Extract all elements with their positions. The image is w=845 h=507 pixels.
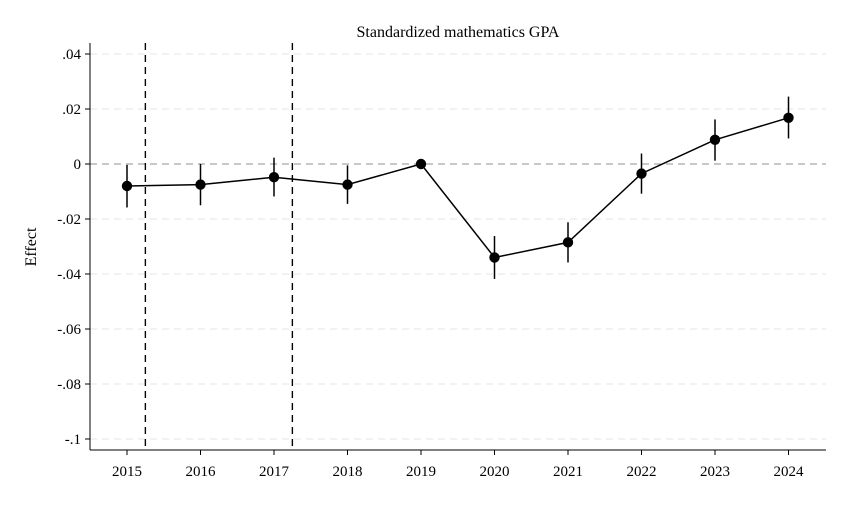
data-point (636, 168, 647, 179)
data-point (415, 158, 427, 170)
y-tick-label: 0 (74, 157, 82, 173)
chart-title: Standardized mathematics GPA (357, 24, 560, 41)
data-point (562, 237, 574, 248)
y-tick-label: -.06 (57, 322, 81, 338)
series-line (126, 117, 789, 259)
data-point (709, 134, 721, 145)
data-point (195, 179, 206, 190)
x-tick-label: 2015 (112, 464, 142, 480)
x-tick-label: 2020 (480, 464, 510, 480)
y-tick-label: .04 (62, 47, 81, 63)
x-tick-label: 2021 (553, 464, 583, 480)
data-points (121, 112, 794, 263)
x-axis-ticks: 2015 2016 2017 2018 2019 2020 2021 2022 2023 2024 (112, 450, 804, 480)
x-tick-label: 2022 (627, 464, 657, 480)
vertical-dashed-lines (144, 43, 294, 450)
x-tick-label: 2018 (333, 464, 363, 480)
y-tick-label: .02 (62, 102, 81, 118)
x-tick-label: 2017 (259, 464, 290, 480)
gridlines (90, 53, 826, 440)
y-axis-label: Effect (23, 227, 40, 266)
series-line-path (126, 117, 789, 259)
x-tick-label: 2024 (774, 464, 805, 480)
data-point (121, 180, 133, 192)
data-point (268, 172, 280, 183)
y-tick-label: -.04 (57, 267, 81, 283)
y-tick-label: -.02 (57, 212, 81, 228)
y-tick-label: -.1 (65, 432, 81, 448)
data-point (783, 112, 794, 124)
x-tick-label: 2019 (406, 464, 436, 480)
x-tick-label: 2016 (186, 464, 217, 480)
y-tick-label: -.08 (57, 377, 81, 393)
data-point (342, 179, 353, 190)
confidence-intervals (126, 96, 790, 279)
y-axis-ticks: .04 .02 0 -.02 -.04 -.06 -.08 -.1 (57, 47, 90, 448)
x-tick-label: 2023 (700, 464, 730, 480)
axes (89, 43, 826, 451)
data-point (489, 252, 500, 263)
